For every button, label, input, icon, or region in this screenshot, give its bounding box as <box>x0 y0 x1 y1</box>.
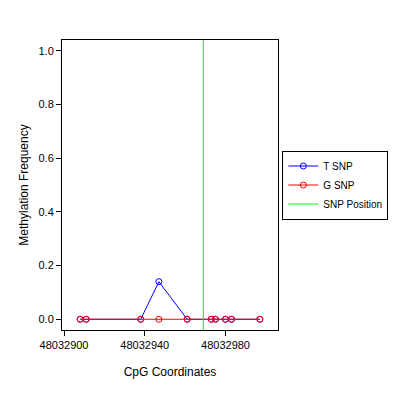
svg-text:0.6: 0.6 <box>39 152 54 164</box>
svg-text:48032900: 48032900 <box>40 339 89 351</box>
svg-text:T SNP: T SNP <box>323 161 353 172</box>
svg-text:0.0: 0.0 <box>39 313 54 325</box>
svg-text:0.4: 0.4 <box>39 206 54 218</box>
svg-text:Methylation Frequency: Methylation Frequency <box>17 124 31 245</box>
svg-text:G SNP: G SNP <box>323 180 354 191</box>
svg-text:48032940: 48032940 <box>120 339 169 351</box>
svg-text:1.0: 1.0 <box>39 45 54 57</box>
svg-text:CpG Coordinates: CpG Coordinates <box>124 365 217 379</box>
svg-text:SNP Position: SNP Position <box>323 199 382 210</box>
svg-text:0.8: 0.8 <box>39 98 54 110</box>
svg-text:48032980: 48032980 <box>201 339 250 351</box>
svg-text:0.2: 0.2 <box>39 259 54 271</box>
